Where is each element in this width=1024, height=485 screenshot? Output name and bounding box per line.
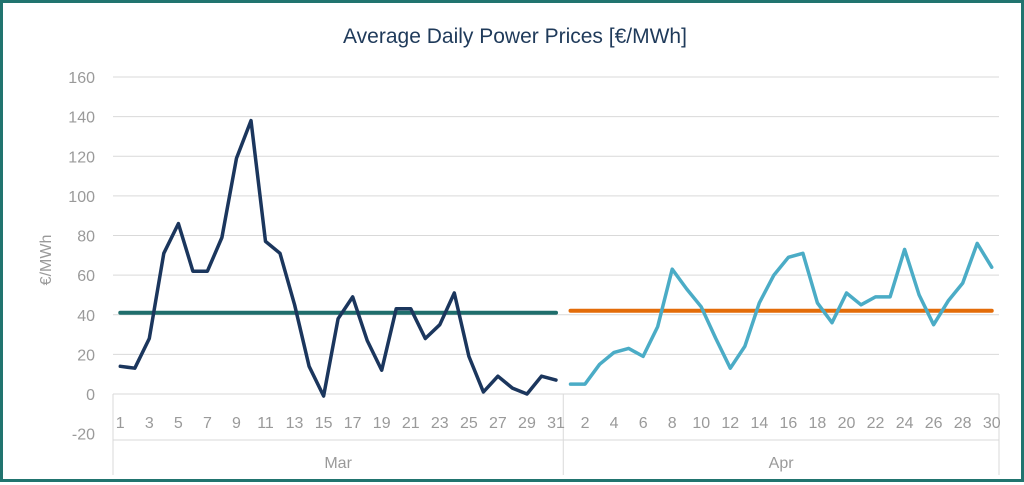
x-tick-label: 17	[344, 415, 362, 432]
x-tick-label: 19	[373, 415, 391, 432]
y-tick-label: 160	[68, 70, 95, 87]
line-chart: Average Daily Power Prices [€/MWh] €/MWh…	[38, 25, 1001, 475]
y-tick-label: 0	[86, 387, 95, 404]
y-axis-label: €/MWh	[38, 235, 55, 286]
x-tick-label: 11	[257, 415, 274, 432]
y-tick-label: 80	[77, 229, 95, 246]
y-tick-label: 120	[68, 149, 95, 166]
x-tick-label: 27	[489, 415, 507, 432]
series	[118, 118, 994, 398]
x-tick-label: 1	[116, 415, 125, 432]
x-tick-label: 6	[639, 415, 648, 432]
x-tick-label: 9	[232, 415, 241, 432]
x-tick-label: 22	[867, 415, 885, 432]
x-tick-label: 24	[896, 415, 914, 432]
y-tick-label: 20	[77, 347, 95, 364]
x-tick-label: 28	[954, 415, 972, 432]
x-tick-label: 2	[581, 415, 590, 432]
x-tick-label: 4	[610, 415, 619, 432]
x-tick-label: 21	[402, 415, 420, 432]
x-tick-label: 8	[668, 415, 677, 432]
x-tick-label: 13	[286, 415, 304, 432]
x-tick-label: 23	[431, 415, 449, 432]
y-tick-label: -20	[72, 427, 95, 444]
x-tick-label: 29	[518, 415, 536, 432]
daily-price-line-apr	[568, 241, 994, 386]
x-tick-label: 12	[721, 415, 739, 432]
x-tick-label: 15	[315, 415, 333, 432]
x-tick-label: 10	[692, 415, 710, 432]
y-tick-label: 60	[77, 268, 95, 285]
y-tick-label: 100	[68, 189, 95, 206]
chart-title: Average Daily Power Prices [€/MWh]	[343, 25, 687, 48]
x-tick-label: 14	[750, 415, 768, 432]
y-tick-label: 140	[68, 110, 95, 127]
month-label: Apr	[769, 455, 795, 472]
x-tick-label: 30	[983, 415, 1001, 432]
x-tick-label: 3	[145, 415, 154, 432]
x-tick-label: 7	[203, 415, 212, 432]
x-tick-label: 5	[174, 415, 183, 432]
x-tick-label: 20	[838, 415, 856, 432]
daily-price-line-mar	[118, 118, 558, 398]
x-tick-label: 25	[460, 415, 478, 432]
y-axis-ticks: -20 0 20 40 60 80 100 120 140 160	[68, 70, 95, 444]
x-tick-label: 16	[779, 415, 797, 432]
gridlines	[113, 76, 999, 395]
y-tick-label: 40	[77, 308, 95, 325]
month-label: Mar	[324, 455, 352, 472]
x-tick-label: 31	[547, 415, 565, 432]
x-tick-label: 18	[809, 415, 827, 432]
x-tick-label: 26	[925, 415, 943, 432]
